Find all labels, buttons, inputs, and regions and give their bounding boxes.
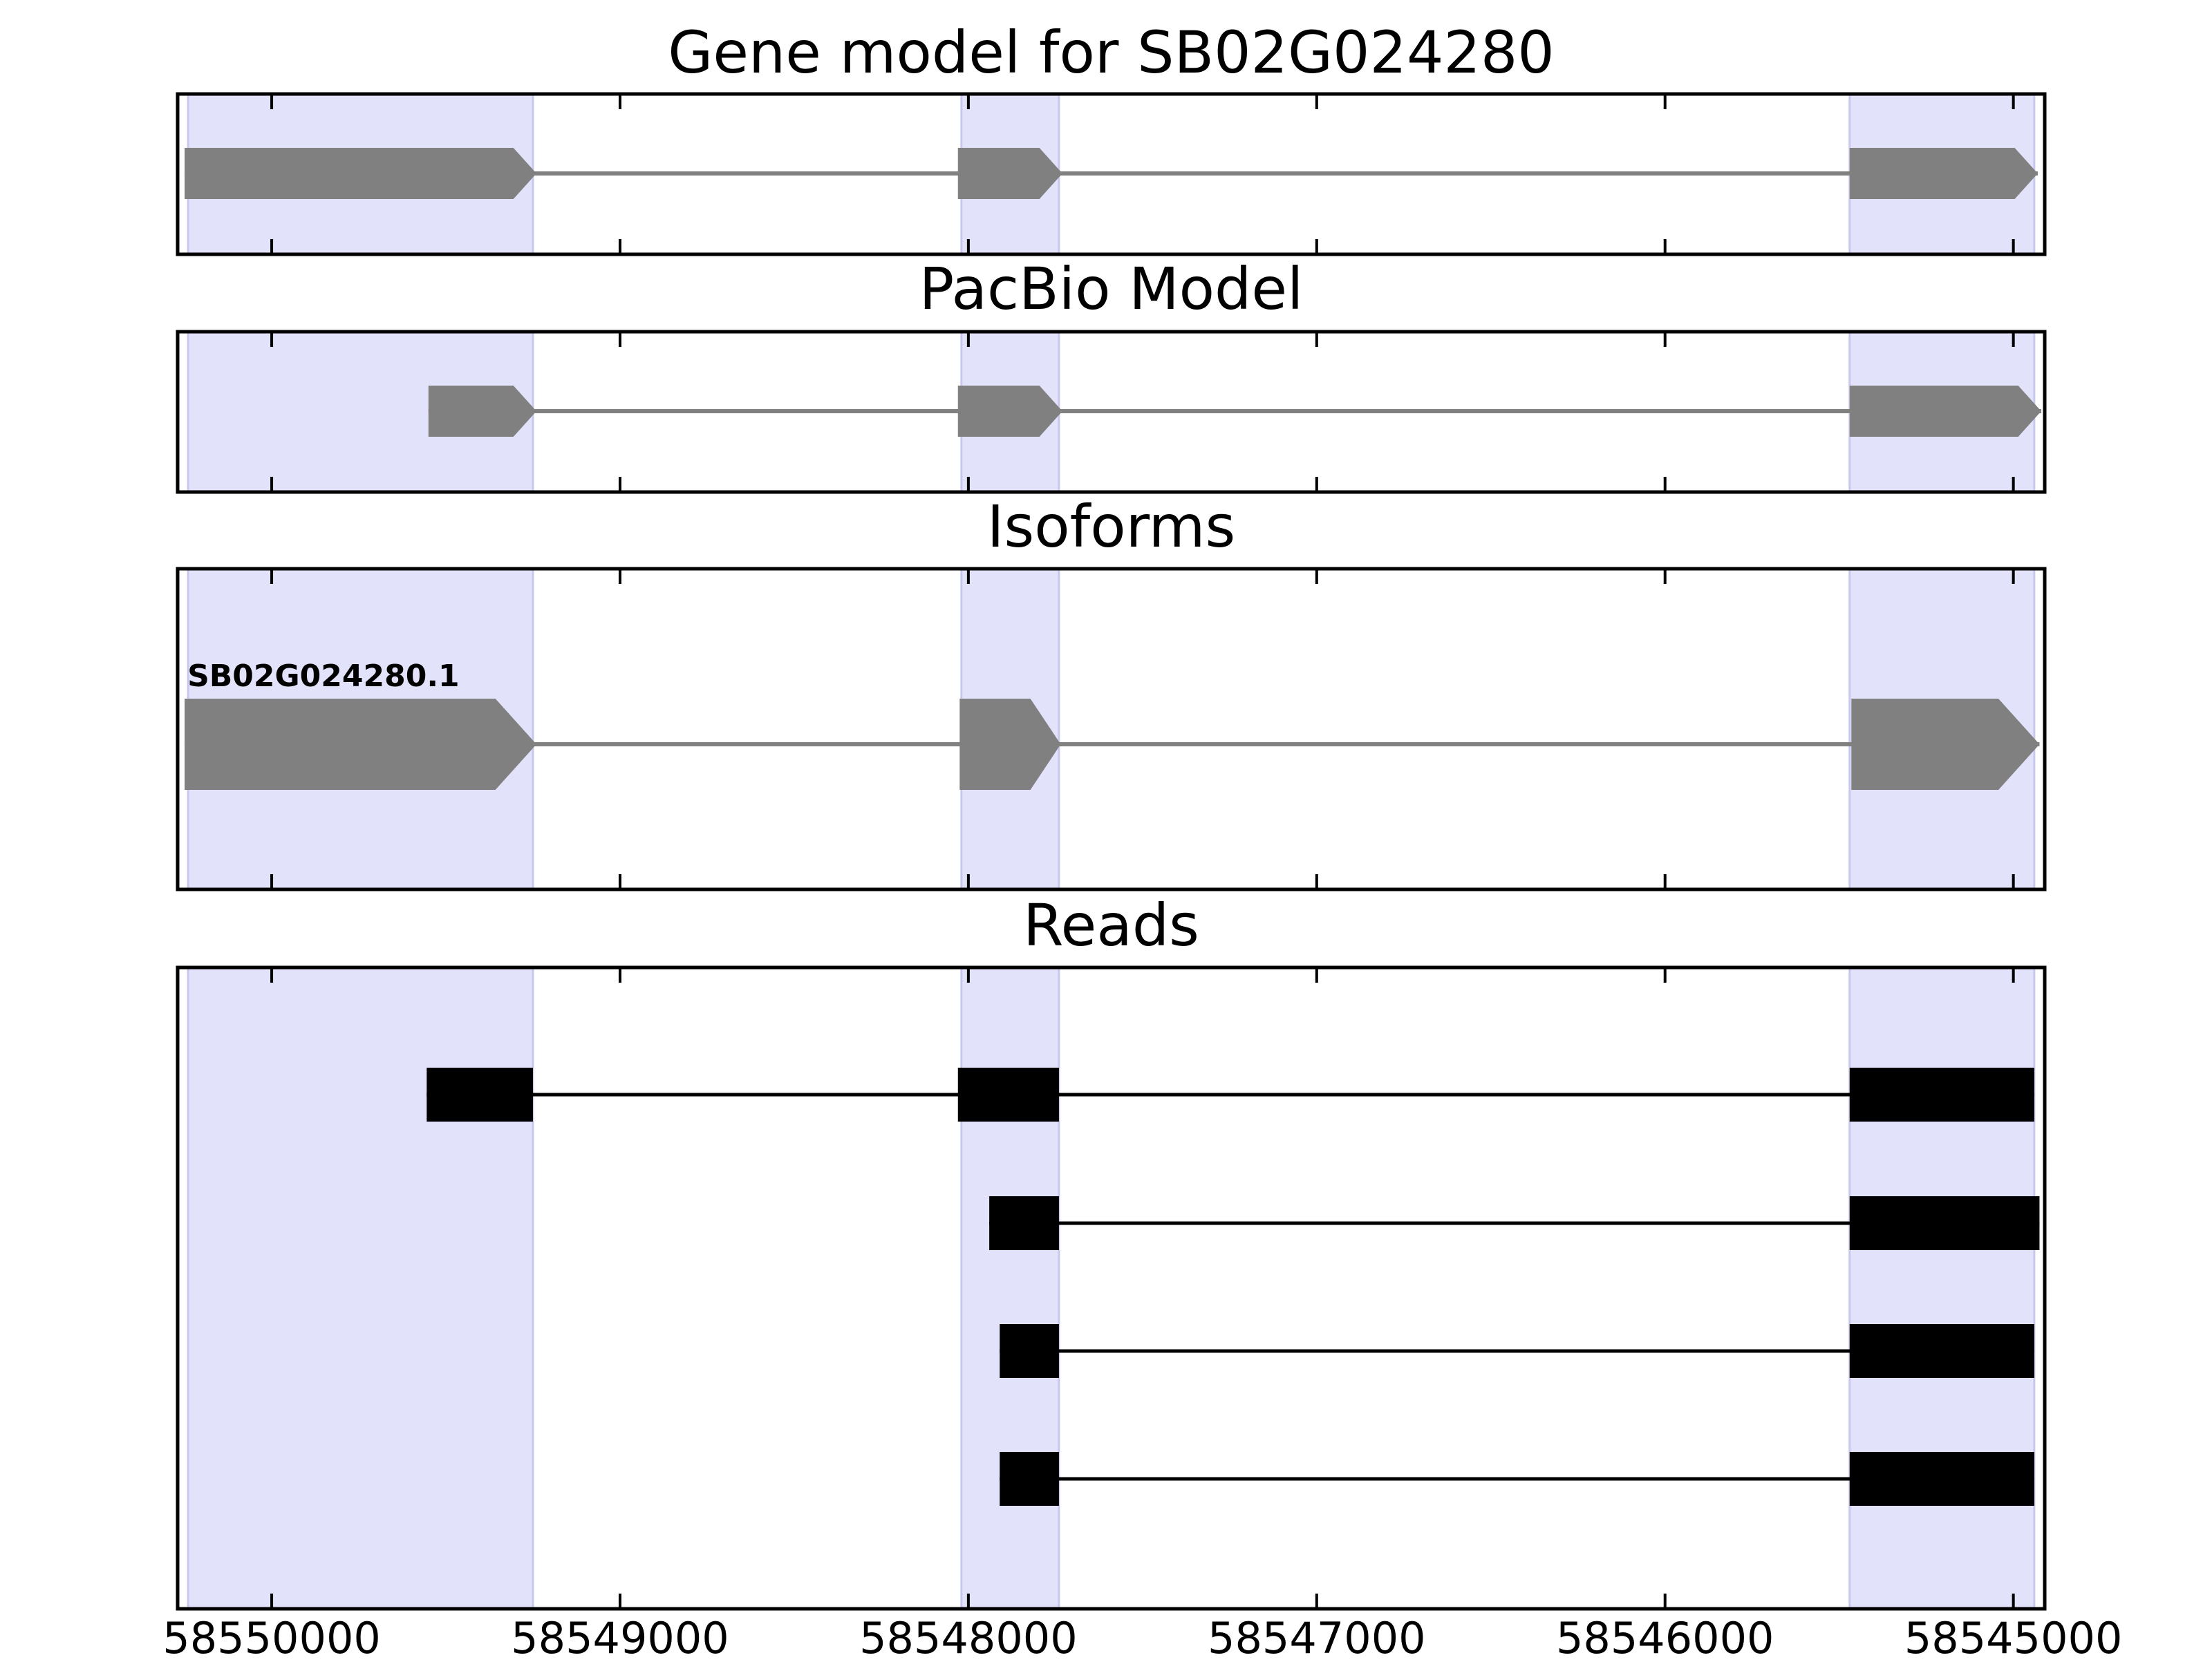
exon-block	[957, 148, 1062, 199]
exon-block	[959, 699, 1061, 790]
read-exon-block	[1000, 1324, 1059, 1378]
exon-block	[957, 386, 1062, 437]
exon-block	[1851, 699, 2040, 790]
panel-title: Reads	[1023, 891, 1199, 959]
model-track	[428, 386, 2041, 437]
x-tick-label: 58550000	[162, 1613, 381, 1659]
panel-pacbio-model: PacBio Model	[176, 255, 2047, 494]
model-track: SB02G024280.1	[185, 659, 2040, 790]
read-track	[427, 1068, 2034, 1122]
panel-frame	[176, 965, 2047, 1611]
x-tick-label: 58548000	[859, 1613, 1078, 1659]
exon-block	[1849, 148, 2038, 199]
read-exon-block	[1849, 1452, 2034, 1506]
read-exon-block	[1000, 1452, 1059, 1506]
exon-block	[1849, 386, 2041, 437]
exon-block	[185, 148, 537, 199]
read-track	[1000, 1324, 2034, 1378]
panel-gene-model: Gene model for SB02G024280	[176, 19, 2047, 256]
read-track	[989, 1196, 2040, 1250]
x-tick-label: 58547000	[1208, 1613, 1426, 1659]
panel-title: PacBio Model	[919, 255, 1304, 323]
read-exon-block	[1849, 1324, 2034, 1378]
panel-frame	[176, 330, 2047, 494]
panel-frame	[176, 92, 2047, 256]
read-exon-block	[427, 1068, 533, 1122]
exon-block	[185, 699, 537, 790]
panel-title: Gene model for SB02G024280	[668, 19, 1554, 86]
panel-isoforms: Isoforms SB02G024280.1	[176, 493, 2047, 891]
panel-frame	[176, 567, 2047, 891]
isoform-label: SB02G024280.1	[187, 659, 460, 694]
read-exon-block	[957, 1068, 1059, 1122]
read-exon-block	[989, 1196, 1059, 1250]
highlight-region	[187, 966, 534, 1610]
panel-title: Isoforms	[987, 493, 1236, 560]
highlight-region	[1848, 966, 2036, 1610]
exon-block	[428, 386, 537, 437]
read-exon-block	[1849, 1196, 2040, 1250]
panel-reads: Reads	[176, 891, 2047, 1611]
model-track	[185, 148, 2038, 199]
read-exon-block	[1849, 1068, 2034, 1122]
x-tick-label: 58549000	[511, 1613, 729, 1659]
x-tick-label: 58545000	[1904, 1613, 2123, 1659]
read-track	[1000, 1452, 2034, 1506]
x-tick-label: 58546000	[1556, 1613, 1774, 1659]
highlight-region	[960, 966, 1060, 1610]
